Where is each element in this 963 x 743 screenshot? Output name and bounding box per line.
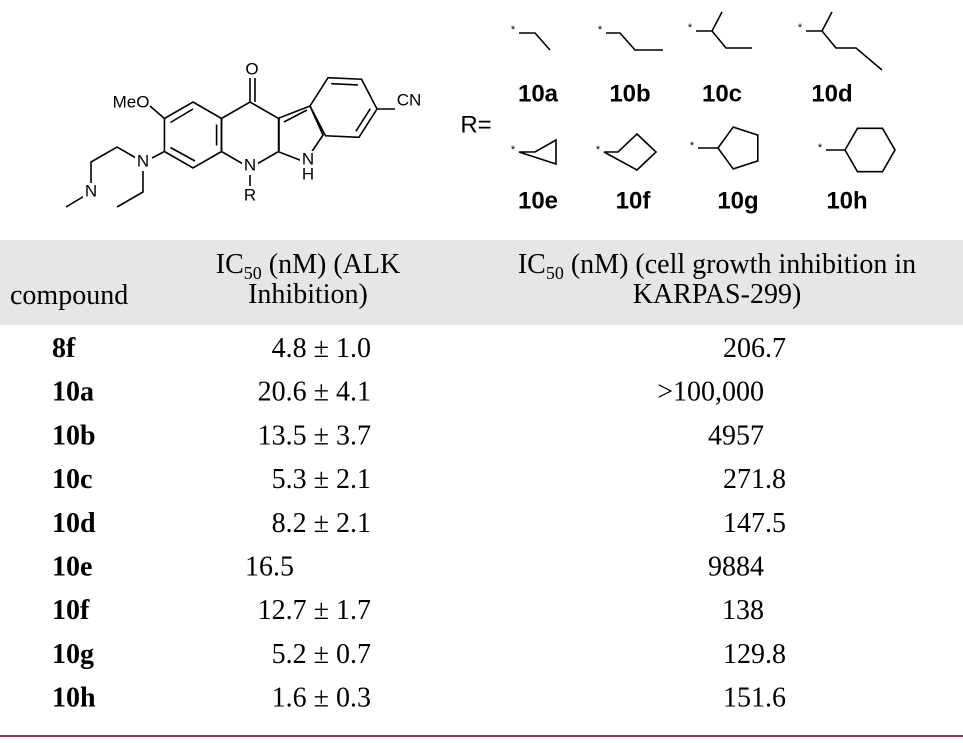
substituent-label: 10a [518,80,559,107]
atom-label: N [302,149,314,168]
bond [149,105,165,120]
cell-ic50: 129.8 [723,639,786,670]
compound-name: 10f [52,595,90,626]
attach-point: * [596,144,601,156]
cell-ic50: 138 [722,595,764,626]
atom-label: MeO [113,92,150,111]
attach-point: * [598,24,603,36]
attach-point: * [688,22,693,34]
alk-ic50: 16.5 [245,552,294,583]
atom-label: R [244,185,256,204]
substituent-label: 10b [609,80,650,107]
substituent-label: 10e [518,187,558,214]
atom-label: O [245,59,258,78]
attach-point: * [798,22,803,34]
alk-ic50: 1.6 ± 0.3 [272,683,371,714]
attach-point: * [511,144,516,156]
header-subscript: 50 [244,263,262,283]
label-mask [83,183,100,201]
atom-label: CN [397,90,422,109]
bond [283,109,308,123]
bond [278,104,324,163]
column-header: IC50 (nM) (cell growth inhibition in [518,249,916,283]
compound-name: 10d [52,508,96,539]
atom-label: H [302,164,314,183]
label-mask [300,151,316,169]
bond [151,150,165,159]
substituent-label: 10h [826,187,867,214]
compound-name: 10b [52,420,96,451]
header-text: (nM) (cell growth inhibition in [564,249,916,280]
bond [806,11,883,71]
header-subscript: 50 [546,263,564,283]
cell-ic50: 271.8 [723,464,786,495]
cell-ic50: 4957 [708,420,764,451]
compound-name: 10c [52,464,92,495]
bond [844,127,896,173]
substituent-label: 10f [616,187,652,214]
compound-name: 10g [52,639,94,670]
atom-label: N [85,181,97,200]
bond [603,132,658,171]
header-text: (nM) (ALK [262,249,400,280]
compound-name: 10h [52,683,96,714]
bond [518,138,557,166]
atom-label: N [244,155,256,174]
substituent-label: 10g [717,187,758,214]
bond [355,108,371,132]
label-mask [242,157,258,175]
bond [163,101,223,169]
compound-name: 8f [52,333,76,364]
bond [717,126,759,170]
compound-name: 10e [52,552,92,583]
cell-ic50: 206.7 [723,333,786,364]
header-text: IC [216,249,244,280]
bond [170,146,196,162]
cell-ic50: 9884 [708,552,764,583]
bond [696,11,752,49]
bond [90,146,144,208]
alk-ic50: 5.2 ± 0.7 [272,639,371,670]
compound-name: 10a [52,377,94,408]
cell-ic50: >100,000 [657,377,764,408]
column-header: KARPAS-299) [633,279,802,310]
alk-ic50: 20.6 ± 4.1 [258,377,371,408]
alk-ic50: 5.3 ± 2.1 [272,464,371,495]
alk-ic50: 12.7 ± 1.7 [258,595,371,626]
column-header: IC50 (nM) (ALK [216,249,400,283]
column-header: compound [10,280,128,311]
substituent-label: 10c [702,80,742,107]
header-text: IC [518,249,546,280]
bond [249,78,256,102]
header-background [0,240,963,325]
attach-point: * [690,140,695,152]
attach-point: * [511,24,516,36]
substituent-label: 10d [811,80,852,107]
bond [606,32,663,51]
attach-point: * [818,142,823,154]
alk-ic50: 13.5 ± 3.7 [258,420,371,451]
bond [519,32,551,51]
alk-ic50: 8.2 ± 2.1 [272,508,371,539]
column-header: Inhibition) [248,279,368,310]
r-label: R= [460,111,491,138]
alk-ic50: 4.8 ± 1.0 [272,333,371,364]
bond [170,108,194,124]
cell-ic50: 147.5 [723,508,786,539]
cell-ic50: 151.6 [723,683,786,714]
label-mask [134,153,151,171]
atom-label: N [137,151,149,170]
bond [331,82,358,86]
